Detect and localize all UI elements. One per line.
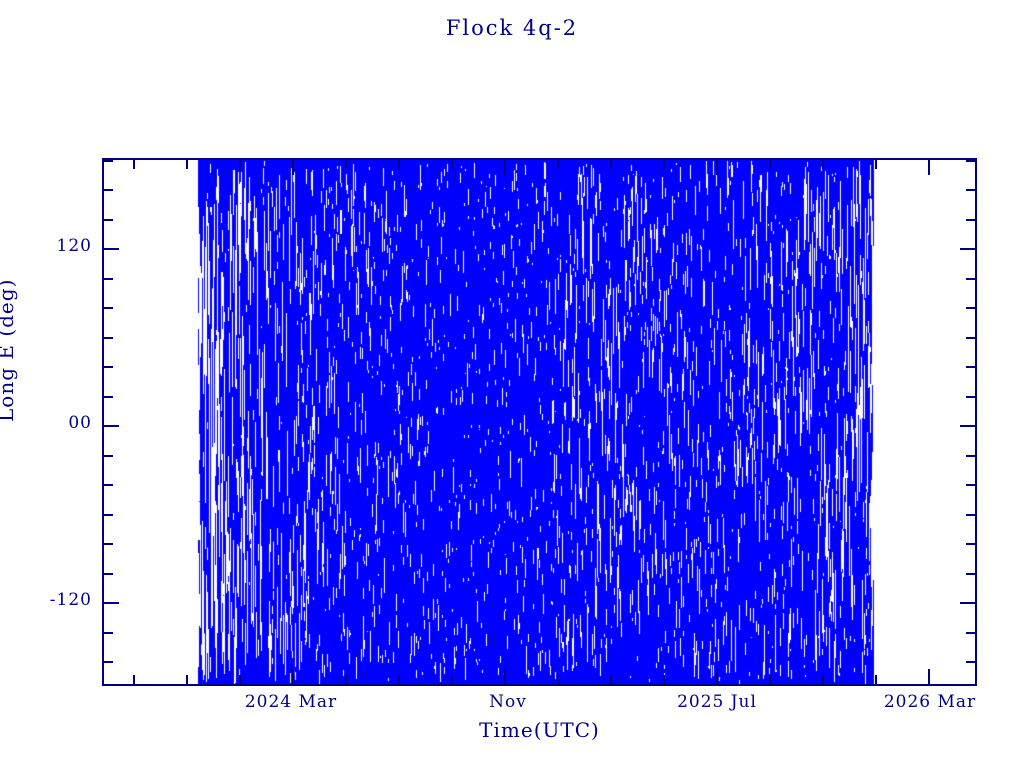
y-tick-left-1 (104, 189, 113, 191)
y-tick-left-9 (104, 425, 119, 427)
y-tick-label-2: -120 (49, 590, 92, 610)
x-tick-top-14 (875, 160, 877, 169)
y-tick-right-1 (966, 189, 975, 191)
page-title: Flock 4q-2 (445, 16, 579, 40)
y-tick-left-14 (104, 572, 113, 575)
y-tick-right-10 (966, 454, 975, 457)
y-tick-left-16 (104, 631, 113, 634)
y-tick-left-6 (104, 336, 113, 339)
x-tick-top-9 (610, 160, 612, 169)
x-tick-bottom-10 (663, 675, 665, 684)
y-axis-tick-labels: 120 00 -120 (0, 158, 92, 686)
x-tick-top-10 (663, 160, 665, 169)
x-tick-top-13 (822, 160, 824, 169)
x-tick-top-6 (451, 160, 453, 169)
x-tick-bottom-1 (186, 675, 188, 684)
y-tick-left-10 (104, 454, 113, 457)
y-tick-left-4 (104, 277, 113, 280)
y-tick-left-7 (104, 366, 113, 368)
x-axis-tick-labels: 2024 Mar Nov 2025 Jul 2026 Mar (102, 692, 977, 718)
x-tick-label-1: Nov (489, 692, 527, 712)
x-tick-bottom-13 (822, 675, 824, 684)
x-tick-label-3: 2026 Mar (883, 692, 977, 712)
x-tick-bottom-8 (557, 675, 559, 684)
x-tick-top-12 (769, 160, 771, 169)
y-tick-label-1: 00 (68, 413, 92, 433)
x-tick-top-2 (239, 160, 241, 169)
x-tick-bottom-15 (928, 669, 930, 684)
y-tick-right-11 (966, 484, 975, 486)
y-tick-right-5 (966, 307, 975, 309)
x-tick-bottom-6 (451, 675, 453, 684)
y-axis-title: Long E (deg) (0, 278, 18, 422)
y-tick-left-0 (104, 160, 113, 162)
x-tick-bottom-3 (292, 669, 294, 684)
y-tick-right-2 (966, 218, 975, 221)
y-tick-left-2 (104, 218, 113, 221)
x-tick-top-1 (186, 160, 188, 169)
plot-frame (102, 158, 977, 686)
y-tick-label-0: 120 (56, 236, 92, 256)
x-axis-title: Time(UTC) (479, 718, 600, 742)
y-tick-right-17 (966, 661, 975, 663)
y-tick-right-16 (966, 631, 975, 634)
x-tick-top-11 (716, 160, 718, 175)
y-tick-left-17 (104, 661, 113, 663)
x-tick-bottom-14 (875, 675, 877, 684)
y-tick-left-5 (104, 307, 113, 309)
y-tick-left-12 (104, 513, 113, 516)
y-tick-right-13 (966, 543, 975, 545)
y-tick-left-8 (104, 395, 113, 398)
x-tick-bottom-11 (716, 669, 718, 684)
x-tick-top-3 (292, 160, 294, 175)
y-tick-right-8 (966, 395, 975, 398)
x-tick-top-5 (398, 160, 400, 169)
y-tick-left-13 (104, 543, 113, 545)
y-tick-left-3 (104, 248, 119, 250)
data-series-canvas (104, 160, 975, 684)
y-tick-right-15 (960, 602, 975, 604)
x-tick-bottom-5 (398, 675, 400, 684)
y-tick-right-3 (960, 248, 975, 250)
y-tick-right-12 (966, 513, 975, 516)
x-tick-bottom-2 (239, 675, 241, 684)
x-tick-top-15 (928, 160, 930, 175)
y-tick-left-11 (104, 484, 113, 486)
x-tick-bottom-4 (345, 675, 347, 684)
x-tick-bottom-0 (133, 675, 135, 684)
x-tick-bottom-12 (769, 675, 771, 684)
x-tick-top-4 (345, 160, 347, 169)
y-tick-right-6 (966, 336, 975, 339)
y-tick-right-4 (966, 277, 975, 280)
y-tick-left-15 (104, 602, 119, 604)
y-tick-right-9 (960, 425, 975, 427)
x-tick-top-7 (504, 160, 506, 175)
x-tick-bottom-7 (504, 669, 506, 684)
x-tick-label-0: 2024 Mar (244, 692, 338, 712)
y-tick-right-0 (966, 160, 975, 162)
x-tick-bottom-9 (610, 675, 612, 684)
y-tick-right-7 (966, 366, 975, 368)
x-tick-top-8 (557, 160, 559, 169)
y-tick-right-14 (966, 572, 975, 575)
x-tick-top-0 (133, 160, 135, 169)
x-tick-label-2: 2025 Jul (677, 692, 757, 712)
